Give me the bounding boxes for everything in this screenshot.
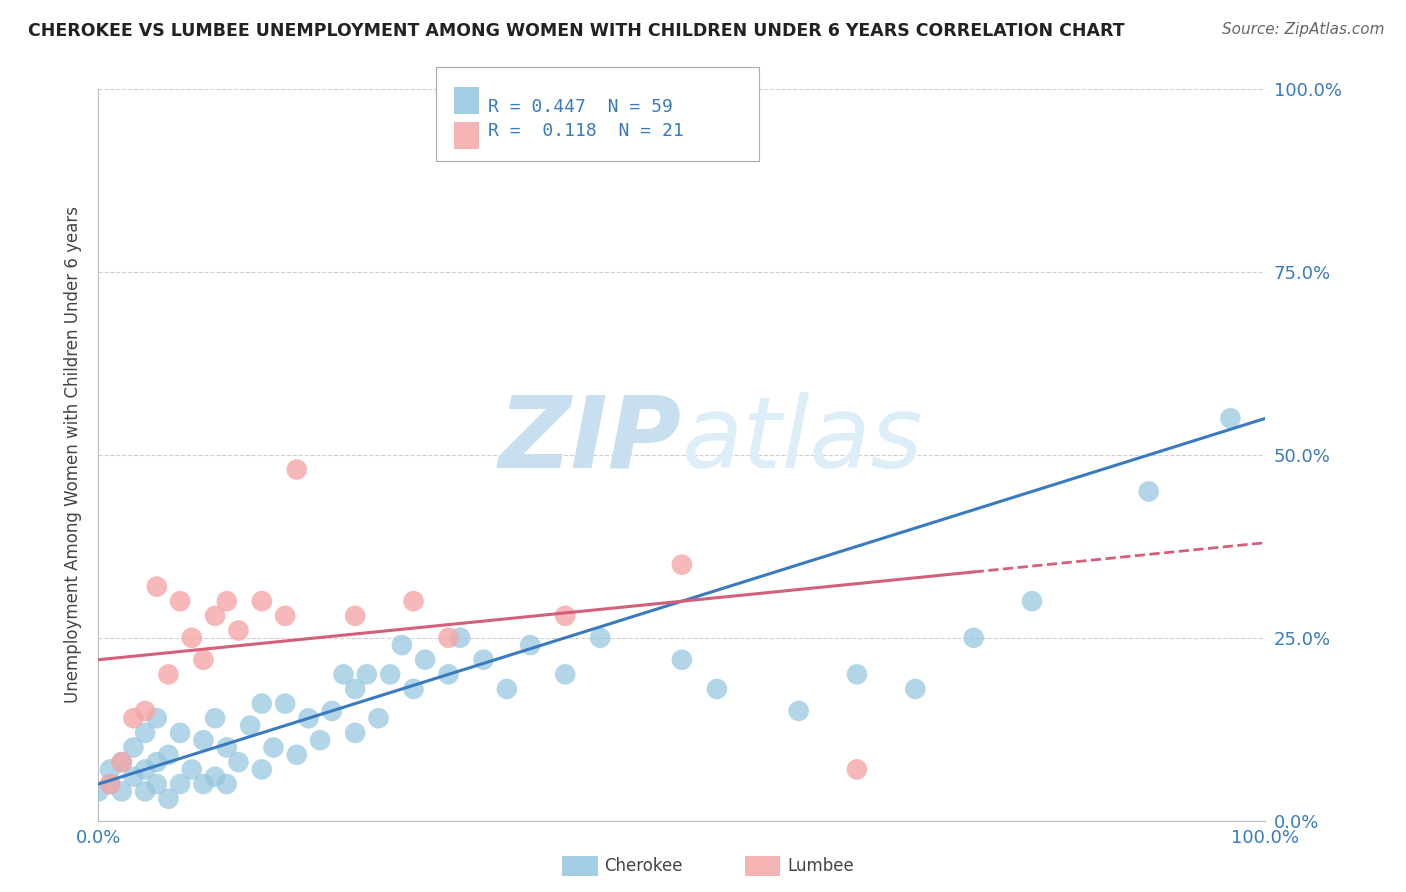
Point [274,697,297,711]
Point [496,681,519,696]
Point [180,763,202,777]
Text: Lumbee: Lumbee [787,857,853,875]
Point [204,711,226,725]
Point [472,653,495,667]
Point [332,667,354,681]
Point [146,755,169,769]
Point [1021,594,1043,608]
Text: R = 0.447  N = 59: R = 0.447 N = 59 [488,98,672,116]
Point [157,791,180,805]
Point [180,631,202,645]
Point [589,631,612,645]
Point [146,711,169,725]
Point [146,580,169,594]
Point [437,667,460,681]
Point [169,594,191,608]
Point [1137,484,1160,499]
Point [285,462,308,476]
Point [250,594,273,608]
Point [344,726,367,740]
Point [297,711,319,725]
Point [787,704,810,718]
Point [134,763,156,777]
Point [250,697,273,711]
Point [285,747,308,762]
Point [356,667,378,681]
Point [671,558,693,572]
Point [193,733,215,747]
Point [250,763,273,777]
Point [134,784,156,798]
Point [215,777,238,791]
Point [554,667,576,681]
Text: ZIP: ZIP [499,392,682,489]
Text: R =  0.118  N = 21: R = 0.118 N = 21 [488,122,683,140]
Point [262,740,284,755]
Point [193,777,215,791]
Point [98,777,121,791]
Point [367,711,389,725]
Point [239,718,262,732]
Point [449,631,471,645]
Point [344,608,367,623]
Point [111,784,134,798]
Point [169,726,191,740]
Point [204,770,226,784]
Point [98,777,121,791]
Point [122,711,145,725]
Point [274,608,297,623]
Point [402,594,425,608]
Point [122,770,145,784]
Point [554,608,576,623]
Point [309,733,332,747]
Point [904,681,927,696]
Point [413,653,436,667]
Point [228,624,250,638]
Point [391,638,413,652]
Point [169,777,191,791]
Y-axis label: Unemployment Among Women with Children Under 6 years: Unemployment Among Women with Children U… [63,206,82,704]
Point [380,667,402,681]
Point [215,594,238,608]
Point [437,631,460,645]
Text: Source: ZipAtlas.com: Source: ZipAtlas.com [1222,22,1385,37]
Point [157,667,180,681]
Text: CHEROKEE VS LUMBEE UNEMPLOYMENT AMONG WOMEN WITH CHILDREN UNDER 6 YEARS CORRELAT: CHEROKEE VS LUMBEE UNEMPLOYMENT AMONG WO… [28,22,1125,40]
Point [228,755,250,769]
Point [846,667,869,681]
Text: atlas: atlas [682,392,924,489]
Point [134,704,156,718]
Point [344,681,367,696]
Point [98,763,121,777]
Point [122,740,145,755]
Point [146,777,169,791]
Point [706,681,728,696]
Point [204,608,226,623]
Point [134,726,156,740]
Point [402,681,425,696]
Point [157,747,180,762]
Point [215,740,238,755]
Point [111,755,134,769]
Point [111,755,134,769]
Point [846,763,869,777]
Point [193,653,215,667]
Point [519,638,541,652]
Point [321,704,343,718]
Point [1219,411,1241,425]
Point [962,631,984,645]
Point [671,653,693,667]
Point [87,784,110,798]
Text: Cherokee: Cherokee [605,857,683,875]
